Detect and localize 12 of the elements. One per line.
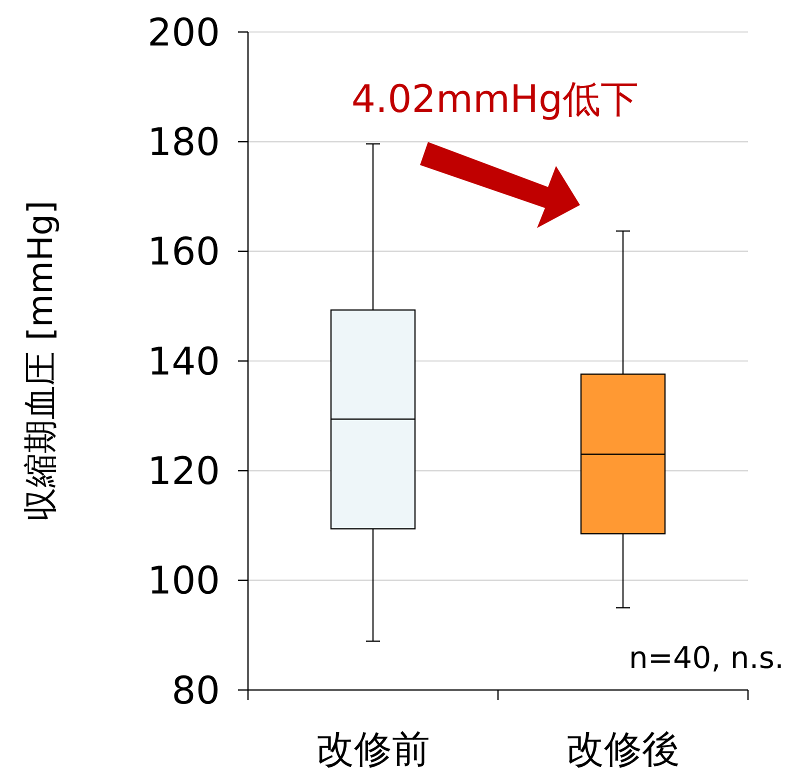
x-tick-label: 改修後: [566, 727, 680, 771]
y-axis-title: 収縮期血圧 [mmHg]: [21, 200, 61, 522]
annotation: 4.02mmHg低下: [351, 77, 639, 121]
y-tick-label: 140: [147, 339, 220, 384]
y-tick-label: 120: [147, 448, 220, 493]
x-tick-label: 改修前: [316, 727, 430, 771]
y-tick-label: 160: [147, 230, 220, 274]
y-tick-label: 100: [147, 558, 220, 603]
y-tick-label: 180: [147, 120, 220, 164]
y-tick-label: 80: [172, 668, 220, 712]
y-tick-label: 200: [147, 10, 220, 54]
annotation: n=40, n.s.: [628, 641, 784, 676]
